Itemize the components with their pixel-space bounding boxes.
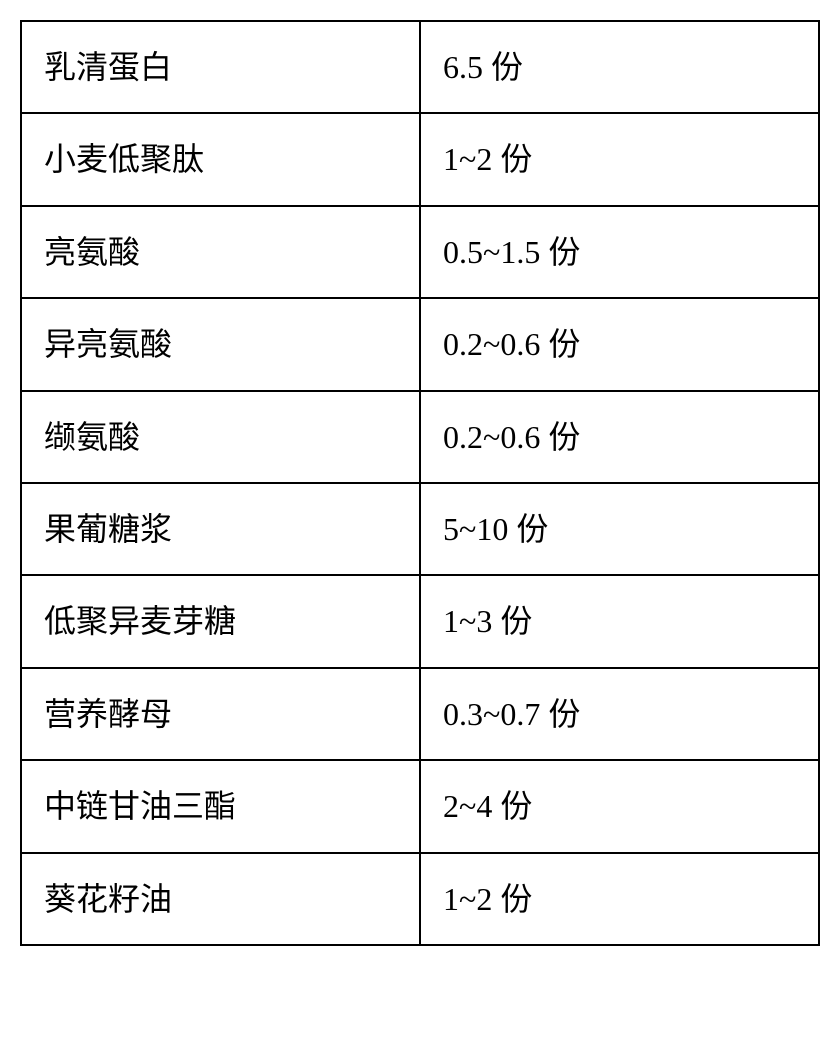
ingredient-name-cell: 小麦低聚肽 [21, 113, 420, 205]
ingredient-value-cell: 0.2~0.6 份 [420, 391, 819, 483]
table-row: 中链甘油三酯 2~4 份 [21, 760, 819, 852]
ingredient-name-cell: 低聚异麦芽糖 [21, 575, 420, 667]
ingredient-value-cell: 0.2~0.6 份 [420, 298, 819, 390]
ingredient-value-cell: 2~4 份 [420, 760, 819, 852]
ingredient-value-cell: 1~2 份 [420, 853, 819, 945]
table-row: 低聚异麦芽糖 1~3 份 [21, 575, 819, 667]
ingredient-name-cell: 营养酵母 [21, 668, 420, 760]
ingredient-name-cell: 亮氨酸 [21, 206, 420, 298]
table-row: 缬氨酸 0.2~0.6 份 [21, 391, 819, 483]
ingredient-value-cell: 1~3 份 [420, 575, 819, 667]
ingredient-name-cell: 中链甘油三酯 [21, 760, 420, 852]
ingredient-value-cell: 0.3~0.7 份 [420, 668, 819, 760]
table-row: 乳清蛋白 6.5 份 [21, 21, 819, 113]
table-row: 葵花籽油 1~2 份 [21, 853, 819, 945]
table-row: 果葡糖浆 5~10 份 [21, 483, 819, 575]
table-row: 亮氨酸 0.5~1.5 份 [21, 206, 819, 298]
ingredient-name-cell: 葵花籽油 [21, 853, 420, 945]
ingredient-value-cell: 0.5~1.5 份 [420, 206, 819, 298]
ingredient-table-container: 乳清蛋白 6.5 份 小麦低聚肽 1~2 份 亮氨酸 0.5~1.5 份 异亮氨… [20, 20, 820, 946]
table-row: 营养酵母 0.3~0.7 份 [21, 668, 819, 760]
table-row: 异亮氨酸 0.2~0.6 份 [21, 298, 819, 390]
ingredient-name-cell: 果葡糖浆 [21, 483, 420, 575]
ingredient-value-cell: 1~2 份 [420, 113, 819, 205]
ingredient-value-cell: 6.5 份 [420, 21, 819, 113]
ingredient-name-cell: 乳清蛋白 [21, 21, 420, 113]
ingredient-name-cell: 缬氨酸 [21, 391, 420, 483]
table-body: 乳清蛋白 6.5 份 小麦低聚肽 1~2 份 亮氨酸 0.5~1.5 份 异亮氨… [21, 21, 819, 945]
ingredient-name-cell: 异亮氨酸 [21, 298, 420, 390]
ingredient-value-cell: 5~10 份 [420, 483, 819, 575]
table-row: 小麦低聚肽 1~2 份 [21, 113, 819, 205]
ingredient-table: 乳清蛋白 6.5 份 小麦低聚肽 1~2 份 亮氨酸 0.5~1.5 份 异亮氨… [20, 20, 820, 946]
